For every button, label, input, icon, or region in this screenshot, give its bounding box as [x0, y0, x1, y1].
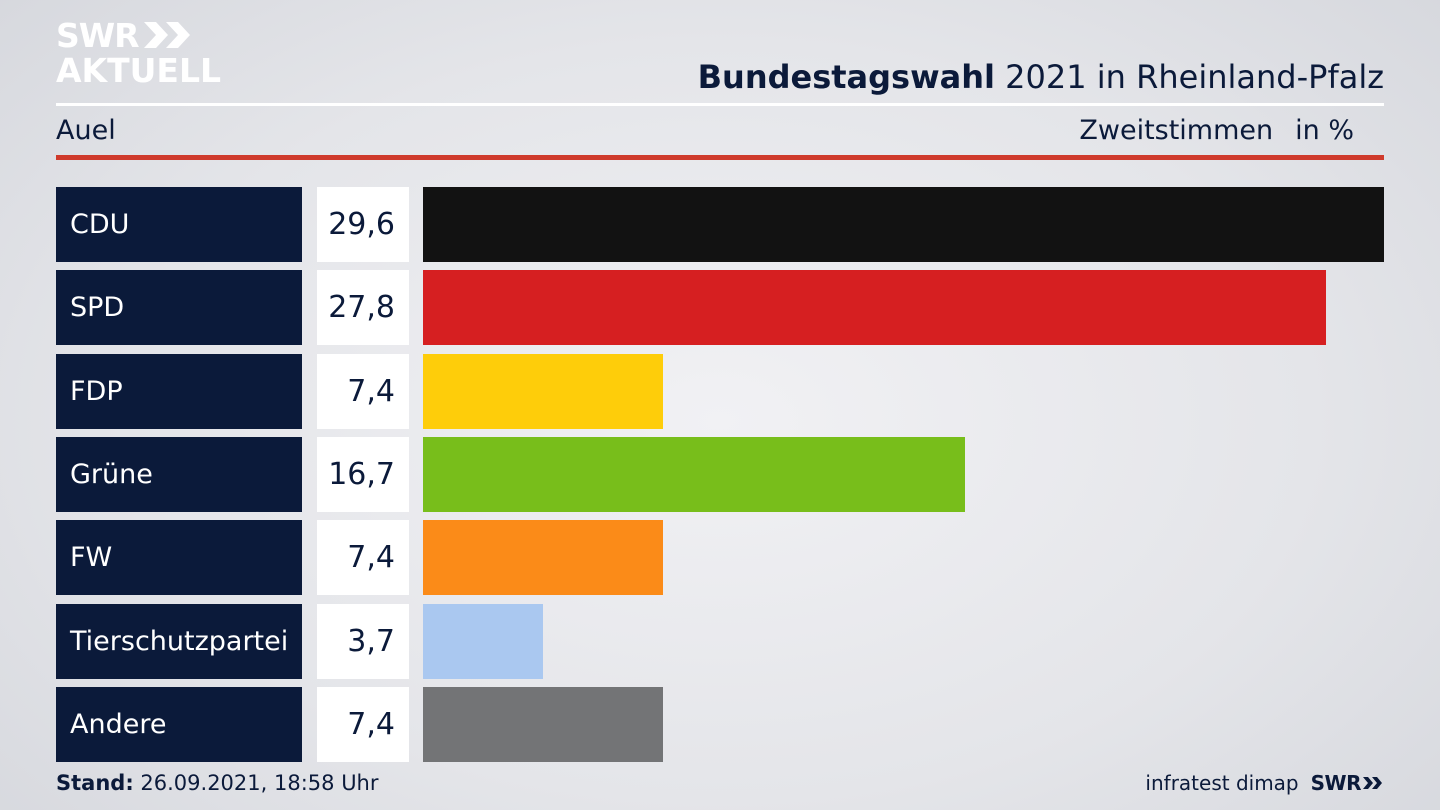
logo-line-1: SWR [56, 15, 140, 55]
value-label: 3,7 [347, 624, 395, 659]
bar [423, 604, 543, 679]
party-label-box [56, 437, 302, 512]
value-label: 16,7 [328, 457, 395, 492]
value-label-box [317, 520, 409, 595]
bar [423, 270, 1326, 345]
header-divider [56, 103, 1384, 106]
metric-unit: in % [1295, 115, 1354, 146]
party-label: FW [70, 542, 113, 573]
party-label: FDP [70, 376, 123, 407]
party-label-box [56, 604, 302, 679]
metric-name: Zweitstimmen [1079, 115, 1274, 146]
value-label-box [317, 437, 409, 512]
party-label: Grüne [70, 459, 153, 490]
bar [423, 187, 1384, 262]
accent-divider [56, 155, 1384, 160]
timestamp-label: Stand: [56, 771, 134, 795]
bar [423, 687, 663, 762]
party-label: Andere [70, 709, 167, 740]
source-name: infratest dimap [1145, 771, 1299, 795]
timestamp: Stand: 26.09.2021, 18:58 Uhr [56, 771, 379, 795]
brand-logo: SWR [1311, 771, 1384, 795]
party-label: Tierschutzpartei [70, 626, 289, 657]
value-label-box [317, 270, 409, 345]
logo-line-2: AKTUELL [56, 51, 222, 90]
swr-aktuell-logo: SWR AKTUELL [56, 16, 221, 90]
bar [423, 520, 663, 595]
value-label: 7,4 [347, 374, 395, 409]
region-name: Auel [56, 115, 116, 146]
title-rest: 2021 in Rheinland-Pfalz [1005, 58, 1384, 96]
timestamp-value: 26.09.2021, 18:58 Uhr [140, 771, 379, 795]
party-label: CDU [70, 209, 130, 240]
value-label: 29,6 [328, 207, 395, 242]
party-label-box [56, 520, 302, 595]
page-title: Bundestagswahl 2021 in Rheinland-Pfalz [698, 58, 1384, 96]
title-bold: Bundestagswahl [697, 58, 995, 96]
value-label-box [317, 687, 409, 762]
value-label: 27,8 [328, 290, 395, 325]
party-label-box [56, 354, 302, 429]
party-label: SPD [70, 292, 125, 323]
brand-chevrons-icon [1363, 777, 1382, 789]
value-label: 7,4 [347, 540, 395, 575]
chevrons-icon [143, 22, 190, 48]
bar [423, 437, 965, 512]
metric-label: Zweitstimmen in % [1079, 115, 1354, 146]
value-label-box [317, 604, 409, 679]
value-label: 7,4 [347, 707, 395, 742]
party-label-box [56, 187, 302, 262]
value-label-box [317, 354, 409, 429]
bar [423, 354, 663, 429]
brand-text: SWR [1310, 771, 1362, 795]
source-credit: infratest dimap SWR [1145, 771, 1384, 795]
party-label-box [56, 687, 302, 762]
value-label-box [317, 187, 409, 262]
party-label-box [56, 270, 302, 345]
